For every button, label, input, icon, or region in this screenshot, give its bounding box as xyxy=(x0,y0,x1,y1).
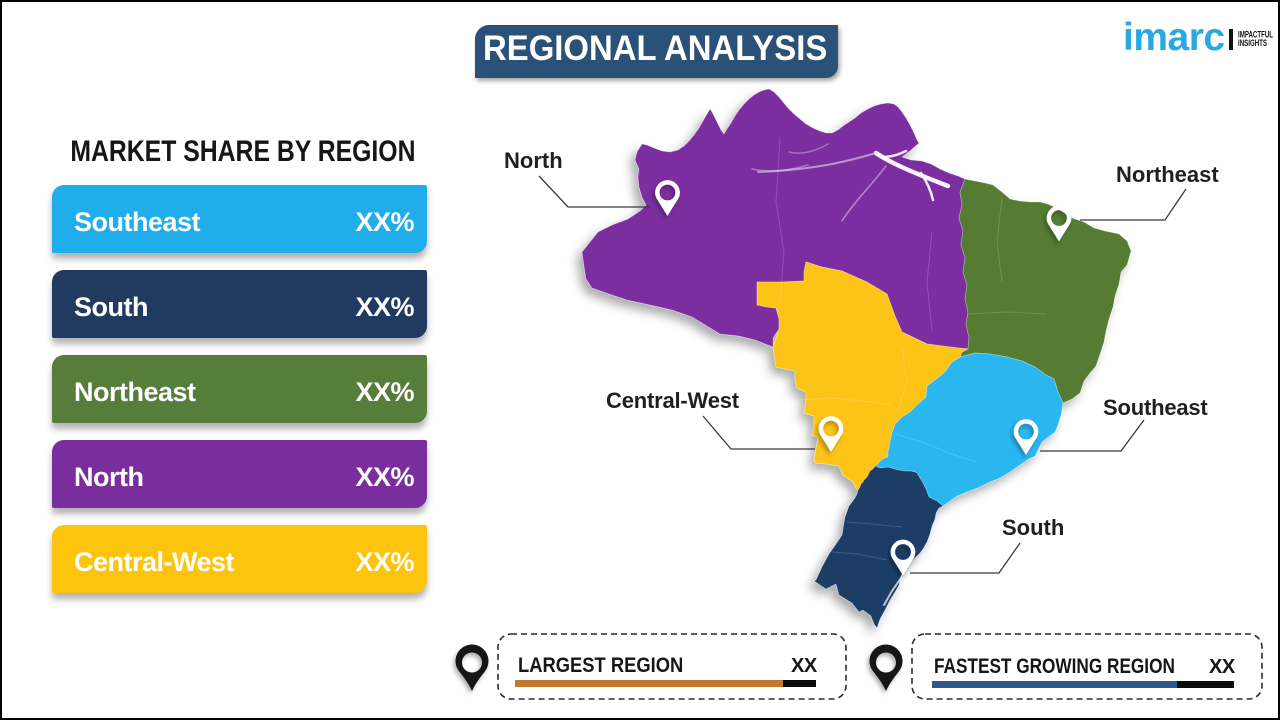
svg-text:LARGEST REGION: LARGEST REGION xyxy=(518,654,683,677)
svg-text:imarc: imarc xyxy=(1124,16,1225,58)
svg-text:XX: XX xyxy=(1209,656,1236,678)
svg-text:South: South xyxy=(1002,515,1064,540)
svg-text:Southeast: Southeast xyxy=(1103,395,1208,420)
svg-text:IMPACTFUL: IMPACTFUL xyxy=(1238,29,1273,39)
svg-text:XX: XX xyxy=(791,655,818,677)
svg-text:Northeast: Northeast xyxy=(1116,162,1219,187)
svg-text:Central-West: Central-West xyxy=(606,388,740,413)
svg-text:North: North xyxy=(504,148,563,173)
svg-text:INSIGHTS: INSIGHTS xyxy=(1238,38,1267,48)
svg-text:FASTEST GROWING REGION: FASTEST GROWING REGION xyxy=(934,656,1175,679)
